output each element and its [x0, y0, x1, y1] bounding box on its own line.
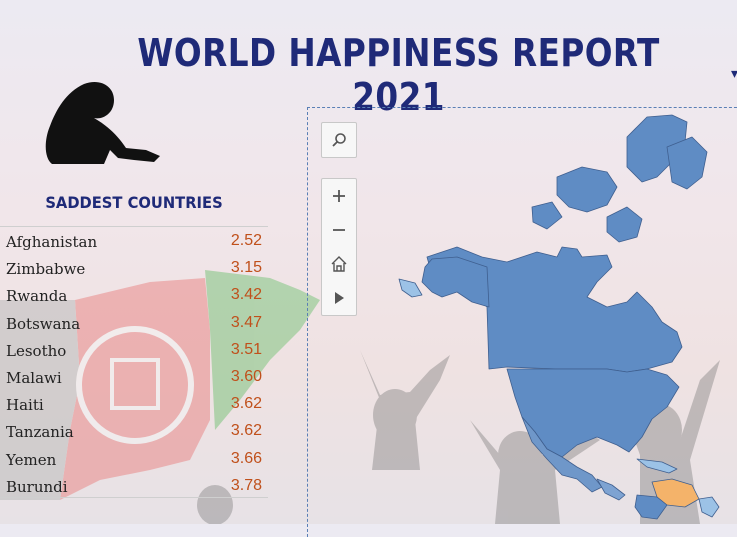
search-icon[interactable] — [322, 123, 356, 157]
list-item: Rwanda 3.42 — [0, 284, 268, 311]
map-search-panel — [321, 122, 357, 158]
happiness-score: 3.78 — [230, 476, 262, 494]
list-item: Yemen 3.66 — [0, 448, 268, 475]
world-map[interactable] — [307, 107, 737, 524]
happiness-score: 3.60 — [230, 367, 262, 385]
saddest-countries-list: Afghanistan 2.52 Zimbabwe 3.15 Rwanda 3.… — [0, 230, 268, 502]
list-item: Tanzania 3.62 — [0, 420, 268, 447]
list-item: Botswana 3.47 — [0, 312, 268, 339]
region-caribbean — [636, 458, 678, 474]
country-name: Malawi — [6, 368, 62, 387]
play-button[interactable] — [322, 281, 356, 315]
list-item: Lesotho 3.51 — [0, 339, 268, 366]
happiness-score: 3.66 — [230, 449, 262, 467]
region-canada — [426, 246, 683, 373]
happiness-score: 3.51 — [230, 340, 262, 358]
country-name: Botswana — [6, 314, 81, 333]
play-icon — [335, 292, 344, 304]
map-frame[interactable] — [307, 107, 737, 537]
region-alaska — [421, 256, 490, 308]
region-central-america — [596, 478, 626, 501]
country-name: Burundi — [6, 477, 68, 496]
country-name: Yemen — [6, 450, 57, 469]
country-name: Haiti — [6, 396, 44, 415]
happiness-score: 2.52 — [230, 232, 262, 249]
page-title: WORLD HAPPINESS REPORT 2021 — [137, 31, 660, 120]
minus-icon — [333, 229, 345, 231]
happiness-score: 3.42 — [230, 286, 262, 304]
country-name: Lesotho — [6, 341, 67, 360]
list-item: Afghanistan 2.52 — [0, 230, 268, 257]
list-item: Burundi 3.78 — [0, 475, 268, 502]
list-item: Haiti 3.62 — [0, 393, 268, 420]
list-bottom-divider — [0, 497, 268, 498]
zoom-out-button[interactable] — [322, 213, 356, 247]
plus-icon — [333, 190, 345, 202]
cut-off-marker: ▾ — [731, 66, 737, 82]
region-arctic-islands-3 — [606, 206, 643, 243]
region-colombia — [634, 494, 668, 520]
country-name: Zimbabwe — [6, 260, 86, 279]
region-greenland-edge — [666, 136, 708, 190]
region-arctic-islands-2 — [556, 166, 618, 213]
list-top-divider — [0, 226, 268, 227]
zoom-in-button[interactable] — [322, 179, 356, 213]
list-item: Malawi 3.60 — [0, 366, 268, 393]
sad-person-icon — [45, 81, 160, 164]
region-aleutian — [398, 278, 423, 298]
happiness-score: 3.47 — [230, 313, 262, 331]
happiness-score: 3.15 — [230, 259, 262, 277]
region-usa — [506, 368, 680, 458]
region-arctic-islands-4 — [531, 201, 563, 230]
country-name: Afghanistan — [6, 233, 98, 251]
map-zoom-panel — [321, 178, 357, 316]
happiness-score: 3.62 — [230, 395, 262, 413]
home-icon — [331, 256, 347, 272]
home-button[interactable] — [322, 247, 356, 281]
region-guyana — [698, 496, 720, 518]
list-item: Zimbabwe 3.15 — [0, 257, 268, 284]
country-name: Tanzania — [6, 423, 74, 442]
background-flag — [0, 270, 320, 500]
happiness-score: 3.62 — [230, 422, 262, 440]
country-name: Rwanda — [6, 287, 68, 306]
background-silhouettes — [0, 270, 720, 524]
saddest-countries-heading: SADDEST COUNTRIES — [45, 193, 223, 212]
